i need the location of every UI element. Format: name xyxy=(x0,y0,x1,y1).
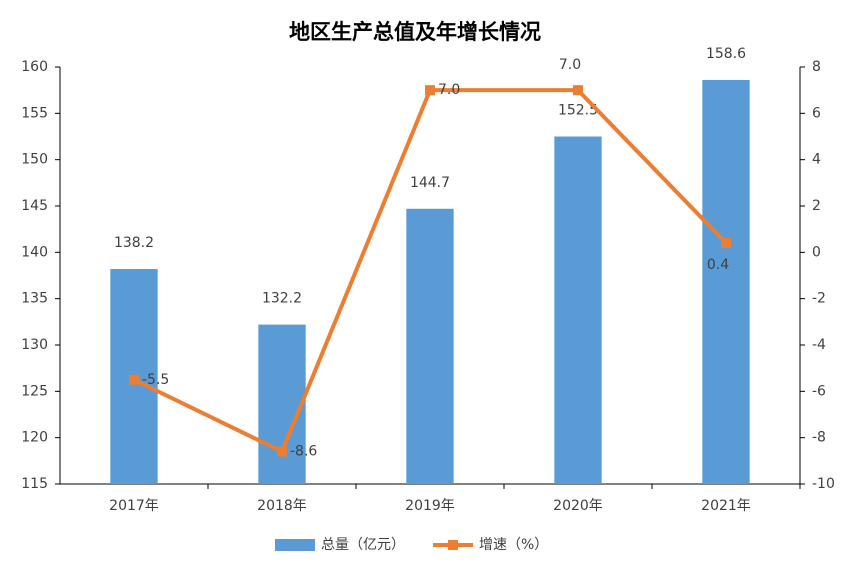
legend-swatch xyxy=(275,539,315,551)
bar-value-label: 132.2 xyxy=(262,291,302,307)
line-value-label: -5.5 xyxy=(142,372,169,388)
y-tick-label: 125 xyxy=(21,383,48,399)
y-tick-label: 120 xyxy=(21,430,48,446)
line-value-label: 0.4 xyxy=(707,257,729,273)
bar-value-label: 152.5 xyxy=(558,103,598,119)
bar xyxy=(406,208,454,484)
y2-tick-label: -2 xyxy=(812,291,826,307)
line-value-label: -8.6 xyxy=(290,444,317,460)
bar xyxy=(702,79,750,485)
y2-tick-label: -6 xyxy=(812,383,826,399)
bar xyxy=(554,136,602,484)
line-marker xyxy=(425,85,435,96)
y2-tick-label: 2 xyxy=(812,198,821,214)
x-tick-label: 2020年 xyxy=(553,498,603,514)
y2-tick-label: 4 xyxy=(812,152,821,168)
legend-marker xyxy=(448,540,458,550)
y-tick-label: 115 xyxy=(21,476,48,492)
x-tick-label: 2019年 xyxy=(405,498,455,514)
y-tick-label: 160 xyxy=(21,59,48,75)
bar-value-label: 138.2 xyxy=(114,235,154,251)
bar xyxy=(258,324,306,484)
y-tick-label: 130 xyxy=(21,337,48,353)
line-marker xyxy=(277,446,287,457)
x-tick-label: 2017年 xyxy=(109,498,159,514)
x-tick-label: 2021年 xyxy=(701,498,751,514)
line-value-label: 7.0 xyxy=(438,82,460,98)
line-marker xyxy=(129,374,139,385)
y2-tick-label: -10 xyxy=(812,476,835,492)
y-tick-label: 140 xyxy=(21,244,48,260)
y2-tick-label: -8 xyxy=(812,430,826,446)
legend-label: 总量（亿元） xyxy=(321,537,405,553)
bar-value-label: 144.7 xyxy=(410,175,450,191)
y-tick-label: 150 xyxy=(21,152,48,168)
chart-title: 地区生产总值及年增长情况 xyxy=(289,20,541,44)
y2-tick-label: 6 xyxy=(812,105,821,121)
line-marker xyxy=(721,238,731,249)
line-marker xyxy=(573,85,583,96)
legend-label: 增速（%） xyxy=(479,537,548,553)
y-tick-label: 135 xyxy=(21,291,48,307)
y2-tick-label: 8 xyxy=(812,59,821,75)
y-tick-label: 145 xyxy=(21,198,48,214)
x-tick-label: 2018年 xyxy=(257,498,307,514)
y2-tick-label: -4 xyxy=(812,337,826,353)
bar-value-label: 158.6 xyxy=(706,46,746,62)
y-tick-label: 155 xyxy=(21,105,48,121)
line-value-label: 7.0 xyxy=(559,57,581,73)
y2-tick-label: 0 xyxy=(812,244,821,260)
